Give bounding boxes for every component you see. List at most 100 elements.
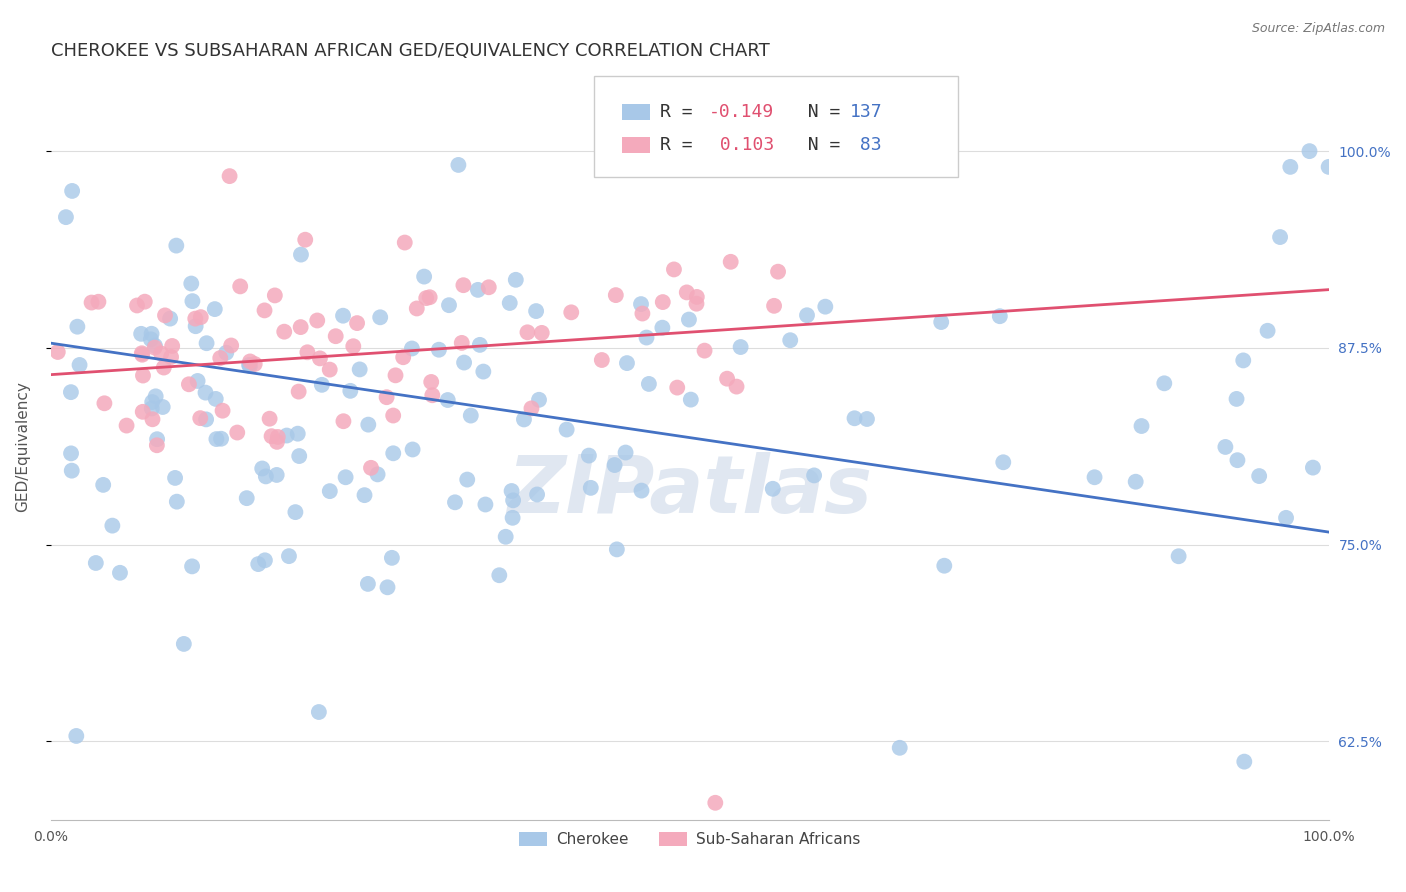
Sub-Saharan Africans: [360, 460, 382, 475]
Sub-Saharan Africans: [87, 294, 110, 309]
Cherokee: [165, 238, 187, 252]
Sub-Saharan Africans: [675, 285, 697, 300]
Sub-Saharan Africans: [132, 405, 155, 419]
Cherokee: [357, 577, 380, 591]
Sub-Saharan Africans: [226, 425, 249, 440]
Cherokee: [1232, 353, 1254, 368]
Cherokee: [636, 330, 658, 344]
Sub-Saharan Africans: [763, 299, 786, 313]
Sub-Saharan Africans: [420, 388, 443, 402]
Cherokee: [555, 423, 578, 437]
Cherokee: [339, 384, 361, 398]
Cherokee: [578, 449, 600, 463]
Cherokee: [204, 392, 226, 406]
Sub-Saharan Africans: [560, 305, 582, 319]
Cherokee: [66, 319, 89, 334]
Sub-Saharan Africans: [631, 306, 654, 320]
Cherokee: [152, 400, 174, 414]
Sub-Saharan Africans: [290, 320, 312, 334]
Cherokee: [803, 468, 825, 483]
Cherokee: [762, 482, 785, 496]
Cherokee: [254, 469, 277, 483]
Cherokee: [730, 340, 752, 354]
Cherokee: [934, 558, 956, 573]
Cherokee: [427, 343, 450, 357]
Cherokee: [437, 298, 460, 312]
Sub-Saharan Africans: [131, 348, 153, 362]
Cherokee: [195, 412, 218, 426]
Cherokee: [195, 336, 218, 351]
Cherokee: [513, 412, 536, 426]
Cherokee: [447, 158, 470, 172]
Cherokee: [141, 395, 163, 409]
Text: CHEROKEE VS SUBSAHARAN AFRICAN GED/EQUIVALENCY CORRELATION CHART: CHEROKEE VS SUBSAHARAN AFRICAN GED/EQUIV…: [51, 42, 769, 60]
Sub-Saharan Africans: [125, 298, 148, 312]
Text: N =: N =: [786, 103, 851, 121]
Cherokee: [988, 309, 1011, 323]
Cherokee: [84, 556, 107, 570]
Cherokee: [526, 487, 548, 501]
Sub-Saharan Africans: [450, 335, 472, 350]
Sub-Saharan Africans: [520, 401, 543, 416]
Cherokee: [844, 411, 866, 425]
Cherokee: [290, 247, 312, 261]
Sub-Saharan Africans: [342, 339, 364, 353]
Sub-Saharan Africans: [685, 296, 707, 310]
Cherokee: [472, 365, 495, 379]
Cherokee: [467, 283, 489, 297]
Sub-Saharan Africans: [141, 412, 163, 426]
Cherokee: [253, 553, 276, 567]
Cherokee: [184, 319, 207, 334]
Cherokee: [679, 392, 702, 407]
Sub-Saharan Africans: [131, 346, 153, 360]
Cherokee: [353, 488, 375, 502]
Cherokee: [381, 550, 404, 565]
Legend: Cherokee, Sub-Saharan Africans: Cherokee, Sub-Saharan Africans: [513, 826, 866, 854]
Sub-Saharan Africans: [152, 360, 174, 375]
FancyBboxPatch shape: [593, 76, 957, 178]
Cherokee: [1249, 469, 1271, 483]
Cherokee: [502, 493, 524, 508]
Text: 137: 137: [849, 103, 882, 121]
Cherokee: [1153, 376, 1175, 391]
Cherokee: [1233, 755, 1256, 769]
Sub-Saharan Africans: [297, 345, 319, 359]
Cherokee: [401, 442, 423, 457]
Text: N =: N =: [786, 136, 851, 154]
Sub-Saharan Africans: [229, 279, 252, 293]
Cherokee: [651, 320, 673, 334]
Cherokee: [1302, 460, 1324, 475]
Cherokee: [377, 580, 399, 594]
Cherokee: [1215, 440, 1237, 454]
Sub-Saharan Africans: [239, 354, 262, 368]
Cherokee: [288, 449, 311, 463]
Bar: [621, 136, 650, 153]
Sub-Saharan Africans: [93, 396, 115, 410]
Cherokee: [108, 566, 131, 580]
Cherokee: [1083, 470, 1105, 484]
Text: 0.103: 0.103: [709, 136, 775, 154]
Sub-Saharan Africans: [307, 313, 329, 327]
Sub-Saharan Africans: [160, 339, 183, 353]
Text: R =: R =: [661, 103, 704, 121]
Cherokee: [69, 358, 91, 372]
Cherokee: [59, 385, 82, 400]
Cherokee: [204, 302, 226, 317]
Cherokee: [468, 338, 491, 352]
Sub-Saharan Africans: [153, 309, 176, 323]
Cherokee: [357, 417, 380, 432]
Sub-Saharan Africans: [218, 169, 240, 183]
Cherokee: [276, 428, 298, 442]
Sub-Saharan Africans: [134, 294, 156, 309]
Cherokee: [143, 339, 166, 353]
Cherokee: [311, 377, 333, 392]
Sub-Saharan Africans: [766, 265, 789, 279]
Cherokee: [382, 446, 405, 460]
Cherokee: [630, 297, 652, 311]
Sub-Saharan Africans: [666, 381, 689, 395]
Cherokee: [474, 498, 496, 512]
Cherokee: [284, 505, 307, 519]
Cherokee: [413, 269, 436, 284]
Sub-Saharan Africans: [605, 288, 627, 302]
Cherokee: [524, 304, 547, 318]
